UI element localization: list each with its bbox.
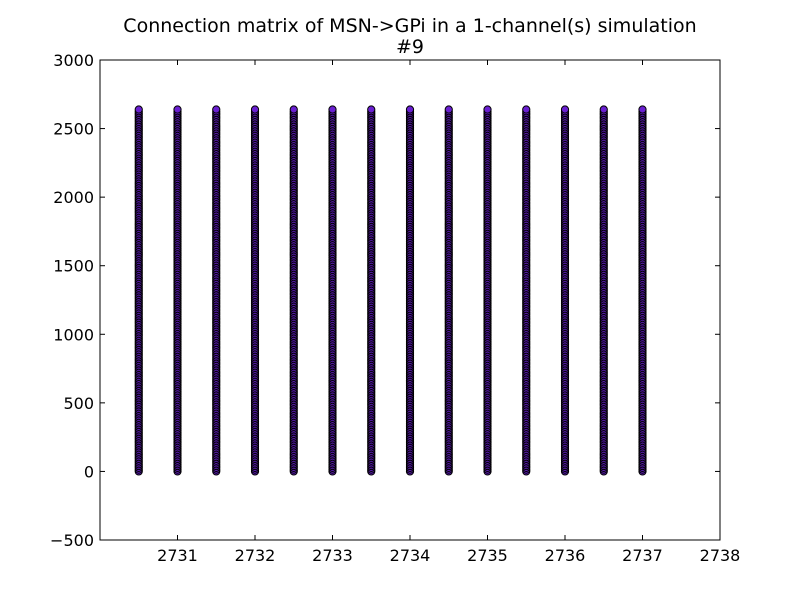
data-point [444, 105, 453, 114]
point-column [173, 105, 182, 476]
x-tick-label: 2738 [700, 546, 741, 565]
point-column [599, 105, 608, 476]
data-point [483, 105, 492, 114]
data-point [367, 105, 376, 114]
data-point [599, 105, 608, 114]
x-tick-label: 2733 [312, 546, 353, 565]
y-tick-label: 1000 [53, 325, 94, 344]
data-point [328, 105, 337, 114]
point-column [289, 105, 298, 476]
y-tick-label: 2000 [53, 188, 94, 207]
point-column [212, 105, 221, 476]
point-column [522, 105, 531, 476]
y-tick-label: 0 [84, 462, 94, 481]
y-tick-label: −500 [50, 531, 94, 550]
y-tick-label: 2500 [53, 120, 94, 139]
chart-subtitle: #9 [396, 36, 424, 58]
data-point [522, 105, 531, 114]
chart-title: Connection matrix of MSN->GPi in a 1-cha… [123, 15, 696, 37]
data-point [212, 105, 221, 114]
x-tick-label: 2731 [157, 546, 198, 565]
y-tick-label: 1500 [53, 257, 94, 276]
x-tick-label: 2734 [390, 546, 431, 565]
point-column [560, 105, 570, 476]
point-column [250, 105, 260, 476]
data-point [173, 105, 182, 114]
point-column [328, 105, 337, 476]
point-column [638, 105, 647, 476]
point-column [134, 105, 143, 476]
point-column [405, 105, 415, 476]
tick-labels-layer: 2731 2732 2733 2734 2735 2736 2737 2738 −500 0 500… [50, 51, 740, 565]
data-point [289, 105, 298, 114]
data-point [134, 105, 143, 114]
y-tick-label: 3000 [53, 51, 94, 70]
data-point [405, 105, 415, 114]
point-column [367, 105, 376, 476]
data-point [638, 105, 647, 114]
data-point [250, 105, 260, 114]
points-layer [134, 105, 647, 476]
x-tick-label: 2735 [467, 546, 508, 565]
data-point [560, 105, 570, 114]
point-column [483, 105, 492, 476]
x-tick-label: 2732 [235, 546, 276, 565]
x-tick-label: 2737 [622, 546, 663, 565]
point-column [444, 105, 453, 476]
y-tick-label: 500 [63, 394, 94, 413]
x-tick-label: 2736 [545, 546, 586, 565]
